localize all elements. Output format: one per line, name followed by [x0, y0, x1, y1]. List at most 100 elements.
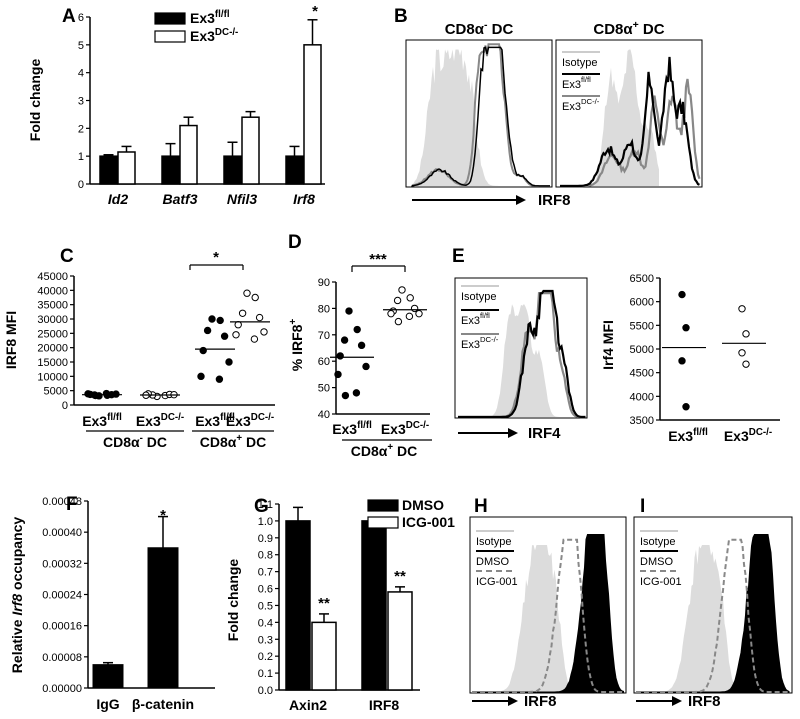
panel-c-star: * — [213, 249, 219, 266]
panel-d-point — [406, 294, 414, 302]
panel-d-point — [405, 312, 414, 321]
panel-d-y-axis: 40 50 60 70 80 90 — [318, 277, 337, 421]
panel-b-flfl-curve — [411, 46, 550, 187]
panel-c-group-2-sup: fl/fl — [220, 412, 235, 423]
panel-c-y-axis-tick-label: 25000 — [37, 328, 68, 340]
panel-g-y-axis-tick-label: 0.9 — [258, 533, 273, 545]
panel-e2-y-axis-tick-label: 4500 — [630, 368, 654, 380]
panel-b-legend-1: Ex3fl/fl — [562, 75, 591, 91]
panel-c-ylabel: IRF8 MFI — [3, 311, 19, 369]
panel-c-group-2: Ex3fl/fl — [195, 412, 235, 429]
panel-b-title-1: CD8α+ DC — [593, 19, 664, 38]
panel-b-title-0: CD8α- DC — [445, 19, 514, 38]
panel-h-arrow-head — [508, 696, 518, 706]
panel-b-title-1-sup: + — [633, 19, 639, 31]
panel-a-y-axis-tick-label: 6 — [78, 12, 84, 24]
panel-c-group-label-1-base: CD8α — [200, 434, 237, 450]
panel-b-arrow-head — [516, 195, 526, 205]
panel-e2-group-1-sup: DC-/- — [749, 427, 772, 438]
panel-i: I Isotype DMSO ICG-001 IRF8 — [633, 496, 793, 710]
panel-c-point — [220, 332, 229, 340]
panel-e-legend-2-base: Ex3 — [461, 339, 480, 351]
panel-c-y-axis-tick-label: 15000 — [37, 357, 68, 369]
panel-c-point — [91, 391, 100, 400]
panel-e2-point — [682, 324, 690, 332]
panel-d-point — [357, 341, 366, 350]
panel-c-point — [232, 331, 240, 339]
panel-d-group-label: CD8α+ DC — [351, 442, 417, 459]
panel-e-label: E — [452, 246, 465, 267]
panel-a-ylabel: Fold change — [27, 59, 43, 142]
panel-a-bar — [179, 124, 198, 185]
panel-h-legend-0-base: Isotype — [476, 536, 511, 548]
panel-c-y-axis-tick-label: 45000 — [37, 271, 68, 283]
panel-f-star: * — [160, 507, 166, 524]
panel-e-legend-1-sup: fl/fl — [480, 311, 490, 320]
panel-f-category-1: β-catenin — [132, 696, 194, 712]
panel-g-ylabel: Fold change — [225, 559, 241, 642]
panel-g-bar — [311, 621, 337, 691]
panel-i-legend-0: Isotype — [640, 536, 675, 548]
panel-a-bar — [99, 155, 118, 185]
panel-e2-group-1-base: Ex3 — [724, 428, 749, 444]
panel-e2-ylabel: Irf4 MFI — [600, 320, 616, 370]
panel-i-xlabel: IRF8 — [688, 693, 721, 710]
panel-c-group-3-base: Ex3 — [226, 413, 251, 429]
panel-c-group-0-base: Ex3 — [82, 413, 107, 429]
panel-h-legend-1: DMSO — [476, 556, 509, 568]
panel-a-category-2: Nfil3 — [227, 191, 258, 207]
panel-g-y-axis-tick-label: 1.1 — [258, 499, 273, 511]
panel-c-point — [216, 316, 224, 325]
panel-e2-y-axis: 3500 4000 4500 5000 5500 6000 6500 — [630, 273, 661, 427]
panel-g-y-axis-tick-label: 0.4 — [258, 617, 273, 629]
panel-c: C 0 5000 10000 15000 20000 25000 30000 35000 4000… — [3, 246, 275, 450]
panel-b-title-1-base: CD8α — [593, 21, 633, 38]
panel-g-legend-swatch — [367, 516, 399, 529]
panel-f-y-axis-tick-label: 0.00032 — [42, 558, 82, 570]
panel-c-point — [197, 372, 205, 381]
panel-f-category-0: IgG — [96, 696, 119, 712]
panel-c-group-3: Ex3DC-/- — [226, 412, 274, 429]
panel-d-point — [387, 309, 395, 318]
panel-h-label: H — [474, 496, 488, 517]
panel-g-legend-1: ICG-001 — [402, 514, 455, 530]
panel-b-title-0-sup: - — [484, 19, 488, 31]
panel-i-legend-1-base: DMSO — [640, 556, 673, 568]
panel-d-ylabel-sup: + — [288, 319, 299, 325]
panel-c-point — [243, 289, 251, 297]
panel-g-label: G — [254, 496, 269, 517]
panel-g-legend-0: DMSO — [402, 497, 444, 513]
panel-c-group-label-0-base: CD8α — [103, 434, 140, 450]
panel-d-point — [345, 307, 353, 315]
panel-e2-group-1: Ex3DC-/- — [724, 427, 772, 444]
panel-g-y-axis-tick-label: 1.0 — [258, 516, 273, 528]
panel-d-y-axis-tick-label: 50 — [318, 383, 330, 395]
panel-e2-y-axis-tick-label: 5500 — [630, 320, 654, 332]
panel-a-legend-0: Ex3fl/fl — [190, 9, 230, 26]
panel-i-frame — [633, 516, 793, 694]
panel-g-y-axis-tick-label: 0.1 — [258, 668, 273, 680]
panel-e-legend-2-sup: DC-/- — [480, 335, 499, 344]
panel-g-y-axis-tick-label: 0.5 — [258, 600, 273, 612]
panel-f-y-axis-tick-label: 0.00048 — [42, 496, 82, 508]
panel-a-y-axis: 0 1 2 3 4 5 6 — [78, 12, 91, 191]
panel-a-legend-1-base: Ex3 — [190, 28, 215, 44]
panel-a-bar — [223, 155, 242, 185]
panel-g-bar — [387, 591, 413, 691]
panel-c-point — [238, 309, 247, 317]
panel-g-bar — [361, 520, 387, 691]
panel-c-point — [250, 335, 259, 343]
panel-b-legend-2-base: Ex3 — [562, 101, 581, 113]
panel-c-point — [215, 375, 224, 383]
panel-c-group-label-0: CD8α- DC — [103, 433, 167, 450]
panel-c-point — [102, 389, 111, 398]
panel-b-legend-1-base: Ex3 — [562, 79, 581, 91]
panel-e-xlabel: IRF4 — [528, 425, 561, 442]
panel-e-legend-1: Ex3fl/fl — [461, 311, 490, 327]
panel-g-y-axis-tick-label: 0.6 — [258, 584, 273, 596]
panel-d-group-0-sup: fl/fl — [357, 420, 372, 431]
panel-c-group-label-1-sup: + — [236, 433, 242, 444]
panel-b-flfl-curve — [560, 56, 700, 188]
panel-e2-y-axis-tick-label: 6500 — [630, 273, 654, 285]
